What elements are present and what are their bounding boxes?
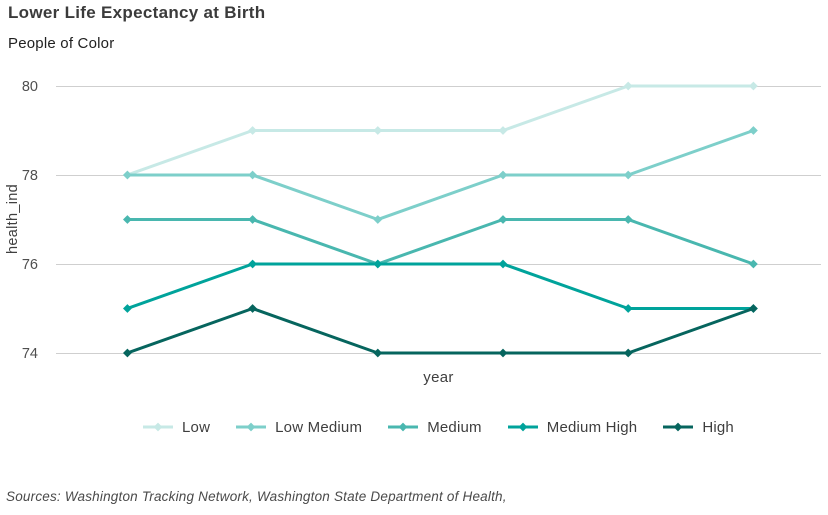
y-axis-label: health_ind bbox=[5, 184, 21, 254]
legend-label: Medium High bbox=[546, 418, 638, 436]
data-point-marker-medium bbox=[749, 259, 758, 269]
data-point-marker-high bbox=[248, 304, 257, 313]
data-point-marker-high bbox=[123, 348, 132, 358]
data-point-marker-high bbox=[373, 348, 383, 358]
series-line-medium bbox=[127, 218, 754, 266]
data-point-marker-medium-high bbox=[498, 259, 508, 269]
legend-item-low-medium: Low Medium bbox=[236, 419, 362, 436]
data-point-marker-medium bbox=[248, 215, 257, 224]
data-point-marker-high bbox=[498, 348, 508, 358]
y-tick-label: 74 bbox=[22, 346, 38, 362]
series-line-high bbox=[126, 307, 754, 355]
data-point-marker-low-medium bbox=[373, 215, 383, 224]
y-tick-label: 76 bbox=[22, 257, 38, 273]
data-point-marker-low-medium bbox=[749, 126, 758, 135]
data-point-marker-low-medium bbox=[498, 170, 508, 180]
source-line: Sources: Washington Tracking Network, Wa… bbox=[6, 489, 507, 504]
data-point-marker-low bbox=[498, 126, 508, 135]
data-point-marker-medium-high bbox=[123, 304, 132, 313]
series-line-medium-high bbox=[126, 262, 754, 310]
source-note: Sources: Washington Tracking Network, Wa… bbox=[6, 454, 507, 515]
data-point-marker-low bbox=[373, 126, 383, 135]
data-point-marker-high bbox=[749, 304, 758, 313]
legend-item-high: High bbox=[663, 419, 734, 436]
data-point-marker-medium bbox=[123, 215, 132, 224]
data-point-marker-low-medium bbox=[248, 170, 257, 180]
legend-swatch-icon bbox=[507, 422, 538, 432]
legend-label: Low bbox=[182, 418, 211, 436]
x-axis-label: year bbox=[423, 369, 454, 386]
legend-label: High bbox=[702, 418, 734, 436]
data-point-marker-medium-high bbox=[623, 304, 633, 313]
chart-title: Lower Life Expectancy at Birth bbox=[8, 3, 266, 22]
legend-swatch-icon bbox=[143, 422, 174, 432]
series-line-low bbox=[126, 84, 754, 177]
data-point-marker-medium-high bbox=[373, 259, 383, 269]
data-point-marker-low bbox=[248, 126, 257, 135]
data-point-marker-medium-high bbox=[248, 259, 257, 269]
legend-label: Low Medium bbox=[275, 418, 363, 436]
legend-label: Medium bbox=[427, 418, 482, 436]
data-point-marker-low-medium bbox=[123, 170, 132, 180]
plot-area: 80 78 76 74 bbox=[22, 79, 821, 362]
data-point-marker-medium bbox=[623, 215, 633, 224]
legend-item-medium-high: Medium High bbox=[507, 418, 638, 436]
data-point-marker-medium bbox=[498, 215, 508, 224]
data-point-marker-low bbox=[623, 81, 633, 91]
legend-swatch-icon bbox=[236, 422, 267, 432]
series-line-low-medium bbox=[127, 129, 754, 221]
legend: Low Low Medium Medium Medium High High bbox=[56, 414, 821, 440]
data-point-marker-high bbox=[623, 348, 633, 358]
legend-item-medium: Medium bbox=[388, 419, 482, 436]
legend-swatch-icon bbox=[388, 422, 419, 432]
y-tick-label: 78 bbox=[22, 168, 38, 184]
y-tick-label: 80 bbox=[22, 79, 38, 95]
legend-swatch-icon bbox=[663, 422, 694, 432]
chart-subtitle: People of Color bbox=[8, 35, 115, 52]
data-point-marker-low-medium bbox=[623, 170, 633, 180]
legend-item-low: Low bbox=[143, 419, 210, 436]
data-point-marker-low bbox=[749, 81, 758, 91]
